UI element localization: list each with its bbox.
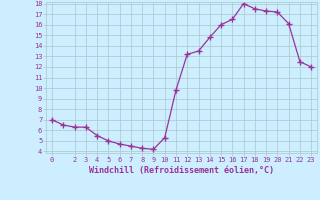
- X-axis label: Windchill (Refroidissement éolien,°C): Windchill (Refroidissement éolien,°C): [89, 166, 274, 175]
